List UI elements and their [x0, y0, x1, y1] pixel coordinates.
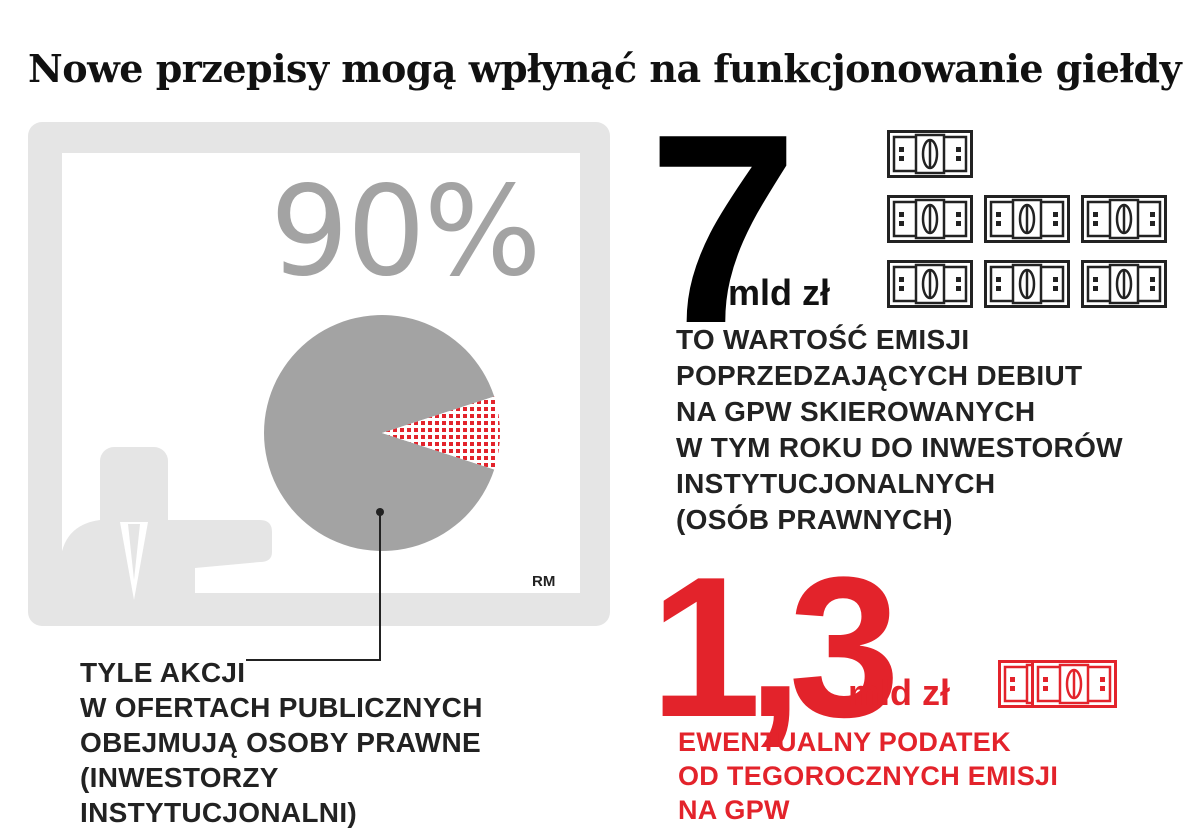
- stat2-caption: EWENTUALNY PODATEK OD TEGOROCZNYCH EMISJ…: [678, 727, 1059, 825]
- callout-line: [246, 512, 381, 661]
- banknote-icon: [984, 260, 1070, 308]
- page-title: Nowe przepisy mogą wpłynąć na funkcjonow…: [28, 46, 1182, 91]
- stat1-number: 7: [648, 79, 798, 380]
- banknote-icon: [984, 195, 1070, 243]
- credit-label: RM: [532, 573, 556, 590]
- banknote-icon: [887, 130, 973, 178]
- pie-slice-small: [382, 396, 500, 470]
- stat1-caption: TO WARTOŚĆ EMISJI POPRZEDZAJĄCYCH DEBIUT…: [676, 324, 1123, 535]
- banknote-icon: [1081, 260, 1167, 308]
- pie-caption: TYLE AKCJI W OFERTACH PUBLICZNYCH OBEJMU…: [80, 657, 483, 828]
- banknote-icon: [887, 195, 973, 243]
- percentage-label: 90%: [270, 160, 542, 304]
- banknote-icon: [887, 260, 973, 308]
- banknote-red-icon: [1031, 660, 1117, 708]
- banknote-icon: [1081, 195, 1167, 243]
- stat2-unit: mld zł: [848, 672, 951, 713]
- stat2-number: 1,3: [650, 536, 900, 759]
- pie-slice-main: [264, 315, 495, 551]
- stat1-unit: mld zł: [728, 272, 831, 313]
